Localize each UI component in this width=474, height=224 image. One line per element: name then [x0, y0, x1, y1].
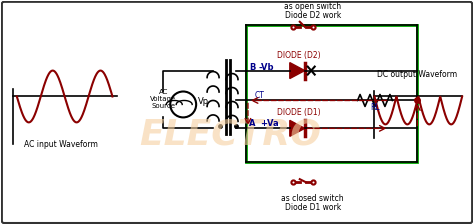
Text: Source: Source: [151, 103, 175, 110]
Text: as closed switch: as closed switch: [282, 194, 344, 203]
Text: +Va: +Va: [260, 119, 279, 128]
Text: AC input Waveform: AC input Waveform: [24, 140, 98, 149]
Text: Diode D2 work: Diode D2 work: [284, 11, 341, 20]
Polygon shape: [290, 62, 305, 79]
Text: Voltage: Voltage: [150, 97, 176, 102]
Text: B: B: [249, 62, 255, 72]
Text: ELECTRO: ELECTRO: [139, 117, 321, 151]
Text: Diode D1 work: Diode D1 work: [284, 203, 341, 212]
Text: AC: AC: [159, 89, 168, 95]
Text: RL: RL: [370, 103, 380, 112]
Text: -Vb: -Vb: [259, 62, 274, 72]
Text: Vp: Vp: [198, 97, 210, 106]
Polygon shape: [290, 120, 305, 136]
Text: DIODE (D1): DIODE (D1): [277, 108, 320, 117]
Text: CT: CT: [255, 91, 265, 101]
Text: as open switch: as open switch: [284, 2, 341, 11]
Text: DIODE (D2): DIODE (D2): [277, 51, 320, 60]
Text: A: A: [249, 119, 255, 128]
FancyBboxPatch shape: [2, 2, 472, 223]
Text: DC output Waveform: DC output Waveform: [377, 70, 457, 79]
